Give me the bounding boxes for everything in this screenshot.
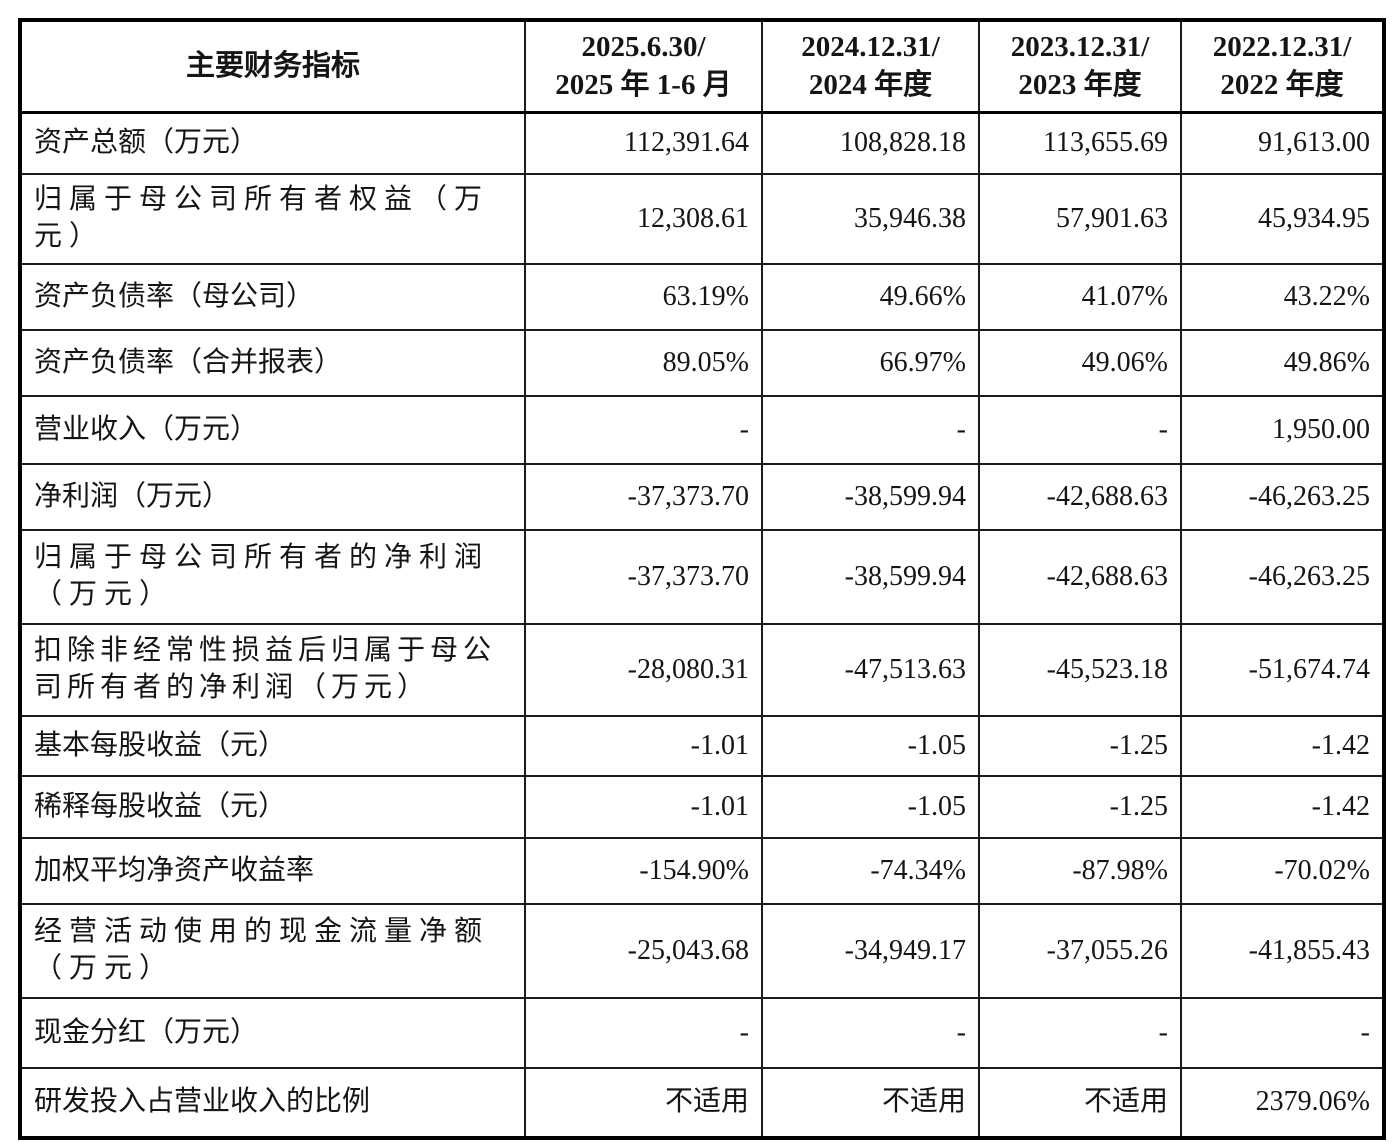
value-cell: 不适用 xyxy=(978,1067,1182,1140)
table-row: 研发投入占营业收入的比例 不适用 不适用 不适用 2379.06% xyxy=(19,1067,1385,1140)
value-cell: -37,373.70 xyxy=(524,529,763,626)
value-cell: 49.66% xyxy=(761,263,980,332)
table-row: 加权平均净资产收益率 -154.90% -74.34% -87.98% -70.… xyxy=(19,837,1385,906)
header-period-2022-cell: 2022.12.31/ 2022 年度 xyxy=(1180,18,1385,114)
value-cell: -1.05 xyxy=(761,775,980,840)
value-cell: -37,055.26 xyxy=(978,903,1182,1000)
value-cell: 113,655.69 xyxy=(978,111,1182,176)
value-cell: -46,263.25 xyxy=(1180,529,1385,626)
value-cell: - xyxy=(524,395,763,466)
value-cell: 112,391.64 xyxy=(524,111,763,176)
value-cell: 12,308.61 xyxy=(524,173,763,266)
value-cell: -74.34% xyxy=(761,837,980,906)
table-row: 资产负债率（母公司） 63.19% 49.66% 41.07% 43.22% xyxy=(19,263,1385,332)
value-cell: -25,043.68 xyxy=(524,903,763,1000)
value-cell: 1,950.00 xyxy=(1180,395,1385,466)
value-cell: -1.25 xyxy=(978,775,1182,840)
header-period-2024-cell: 2024.12.31/ 2024 年度 xyxy=(761,18,980,114)
value-cell: - xyxy=(978,997,1182,1070)
value-cell: -28,080.31 xyxy=(524,623,763,718)
value-cell: -87.98% xyxy=(978,837,1182,906)
value-cell: 89.05% xyxy=(524,329,763,398)
value-cell: -1.42 xyxy=(1180,715,1385,778)
value-cell: - xyxy=(761,997,980,1070)
value-cell: -46,263.25 xyxy=(1180,463,1385,532)
header-indicator-cell: 主要财务指标 xyxy=(19,18,526,114)
row-label-debt-ratio-parent: 资产负债率（母公司） xyxy=(19,263,526,332)
value-cell: -1.01 xyxy=(524,715,763,778)
financial-indicators-table: 主要财务指标 2025.6.30/ 2025 年 1-6 月 2024.12.3… xyxy=(18,18,1386,1141)
value-cell: - xyxy=(1180,997,1385,1070)
value-cell: -154.90% xyxy=(524,837,763,906)
value-cell: 63.19% xyxy=(524,263,763,332)
value-cell: -42,688.63 xyxy=(978,463,1182,532)
row-label-rd-ratio: 研发投入占营业收入的比例 xyxy=(19,1067,526,1140)
table-row: 经营活动使用的现金流量净额（万元） -25,043.68 -34,949.17 … xyxy=(19,903,1385,1000)
row-label-cash-dividend: 现金分红（万元） xyxy=(19,997,526,1070)
row-label-net-profit-parent: 归属于母公司所有者的净利润（万元） xyxy=(19,529,526,626)
row-label-debt-ratio-consolidated: 资产负债率（合并报表） xyxy=(19,329,526,398)
value-cell: -70.02% xyxy=(1180,837,1385,906)
table-row: 归属于母公司所有者权益（万元） 12,308.61 35,946.38 57,9… xyxy=(19,173,1385,266)
row-label-basic-eps: 基本每股收益（元） xyxy=(19,715,526,778)
value-cell: -51,674.74 xyxy=(1180,623,1385,718)
table-row: 资产总额（万元） 112,391.64 108,828.18 113,655.6… xyxy=(19,111,1385,176)
value-cell: -1.01 xyxy=(524,775,763,840)
row-label-parent-equity: 归属于母公司所有者权益（万元） xyxy=(19,173,526,266)
header-period-2023-cell: 2023.12.31/ 2023 年度 xyxy=(978,18,1182,114)
table-row: 现金分红（万元） - - - - xyxy=(19,997,1385,1070)
value-cell: -38,599.94 xyxy=(761,463,980,532)
value-cell: -38,599.94 xyxy=(761,529,980,626)
value-cell: 49.06% xyxy=(978,329,1182,398)
table-row: 营业收入（万元） - - - 1,950.00 xyxy=(19,395,1385,466)
value-cell: -47,513.63 xyxy=(761,623,980,718)
value-cell: 91,613.00 xyxy=(1180,111,1385,176)
value-cell: -1.25 xyxy=(978,715,1182,778)
table-header-row: 主要财务指标 2025.6.30/ 2025 年 1-6 月 2024.12.3… xyxy=(19,18,1385,114)
row-label-total-assets: 资产总额（万元） xyxy=(19,111,526,176)
value-cell: - xyxy=(761,395,980,466)
value-cell: -41,855.43 xyxy=(1180,903,1385,1000)
table-row: 归属于母公司所有者的净利润（万元） -37,373.70 -38,599.94 … xyxy=(19,529,1385,626)
row-label-operating-cash-flow: 经营活动使用的现金流量净额（万元） xyxy=(19,903,526,1000)
value-cell: - xyxy=(978,395,1182,466)
row-label-diluted-eps: 稀释每股收益（元） xyxy=(19,775,526,840)
value-cell: 35,946.38 xyxy=(761,173,980,266)
header-period-2025-cell: 2025.6.30/ 2025 年 1-6 月 xyxy=(524,18,763,114)
value-cell: - xyxy=(524,997,763,1070)
value-cell: 45,934.95 xyxy=(1180,173,1385,266)
value-cell: 66.97% xyxy=(761,329,980,398)
row-label-net-profit-excl-nonrecurring: 扣除非经常性损益后归属于母公司所有者的净利润（万元） xyxy=(19,623,526,718)
value-cell: 108,828.18 xyxy=(761,111,980,176)
table-row: 基本每股收益（元） -1.01 -1.05 -1.25 -1.42 xyxy=(19,715,1385,778)
table-row: 资产负债率（合并报表） 89.05% 66.97% 49.06% 49.86% xyxy=(19,329,1385,398)
value-cell: 57,901.63 xyxy=(978,173,1182,266)
table-row: 扣除非经常性损益后归属于母公司所有者的净利润（万元） -28,080.31 -4… xyxy=(19,623,1385,718)
row-label-net-profit: 净利润（万元） xyxy=(19,463,526,532)
value-cell: 2379.06% xyxy=(1180,1067,1385,1140)
row-label-weighted-avg-roe: 加权平均净资产收益率 xyxy=(19,837,526,906)
value-cell: 不适用 xyxy=(761,1067,980,1140)
table-row: 净利润（万元） -37,373.70 -38,599.94 -42,688.63… xyxy=(19,463,1385,532)
value-cell: 41.07% xyxy=(978,263,1182,332)
value-cell: -37,373.70 xyxy=(524,463,763,532)
value-cell: -1.42 xyxy=(1180,775,1385,840)
value-cell: 不适用 xyxy=(524,1067,763,1140)
value-cell: -1.05 xyxy=(761,715,980,778)
value-cell: 49.86% xyxy=(1180,329,1385,398)
value-cell: -42,688.63 xyxy=(978,529,1182,626)
table-row: 稀释每股收益（元） -1.01 -1.05 -1.25 -1.42 xyxy=(19,775,1385,840)
value-cell: -34,949.17 xyxy=(761,903,980,1000)
row-label-operating-revenue: 营业收入（万元） xyxy=(19,395,526,466)
value-cell: -45,523.18 xyxy=(978,623,1182,718)
value-cell: 43.22% xyxy=(1180,263,1385,332)
